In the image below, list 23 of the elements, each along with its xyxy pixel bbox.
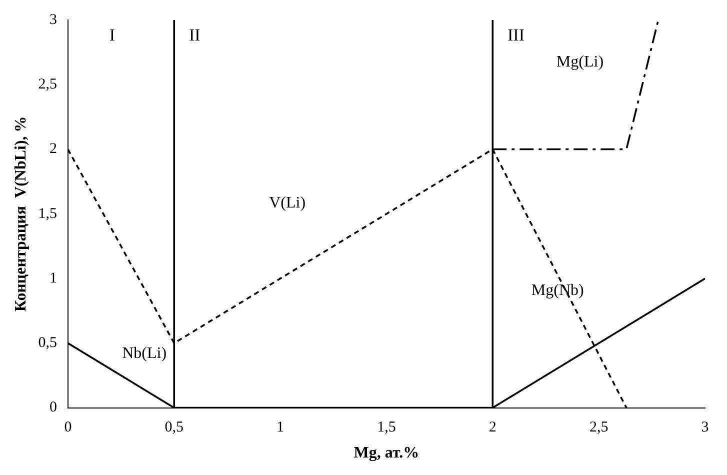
x-tick-label: 0	[64, 420, 72, 436]
x-axis-title: Mg, ат.%	[354, 444, 420, 462]
y-tick-label: 0,5	[38, 335, 57, 352]
y-tick-label: 1	[49, 270, 57, 286]
series-label: Nb(Li)	[122, 345, 167, 362]
y-axis-title: Концентрация V(NbLi), %	[12, 116, 30, 312]
y-tick-label: 2	[49, 141, 57, 158]
text: V(Li)	[269, 194, 306, 212]
x-tick-label: 1	[276, 420, 284, 436]
x-tick-label: 2	[488, 420, 496, 436]
text: Mg(Li)	[556, 53, 604, 70]
series-label: Mg(Nb)	[531, 282, 584, 300]
annotation: I	[109, 26, 116, 45]
annotation: II	[188, 26, 201, 45]
y-tick-label: 1,5	[38, 206, 57, 222]
annotation: III	[508, 26, 525, 45]
x-tick-label: 1,5	[377, 420, 396, 436]
x-tick-label: 0,5	[164, 420, 184, 436]
x-tick-label: 2,5	[589, 420, 608, 436]
y-tick-label: 0	[49, 400, 57, 416]
y-tick-label: 3	[49, 12, 57, 28]
x-tick-label: 3	[701, 420, 709, 436]
y-tick-label: 2,5	[38, 76, 57, 93]
